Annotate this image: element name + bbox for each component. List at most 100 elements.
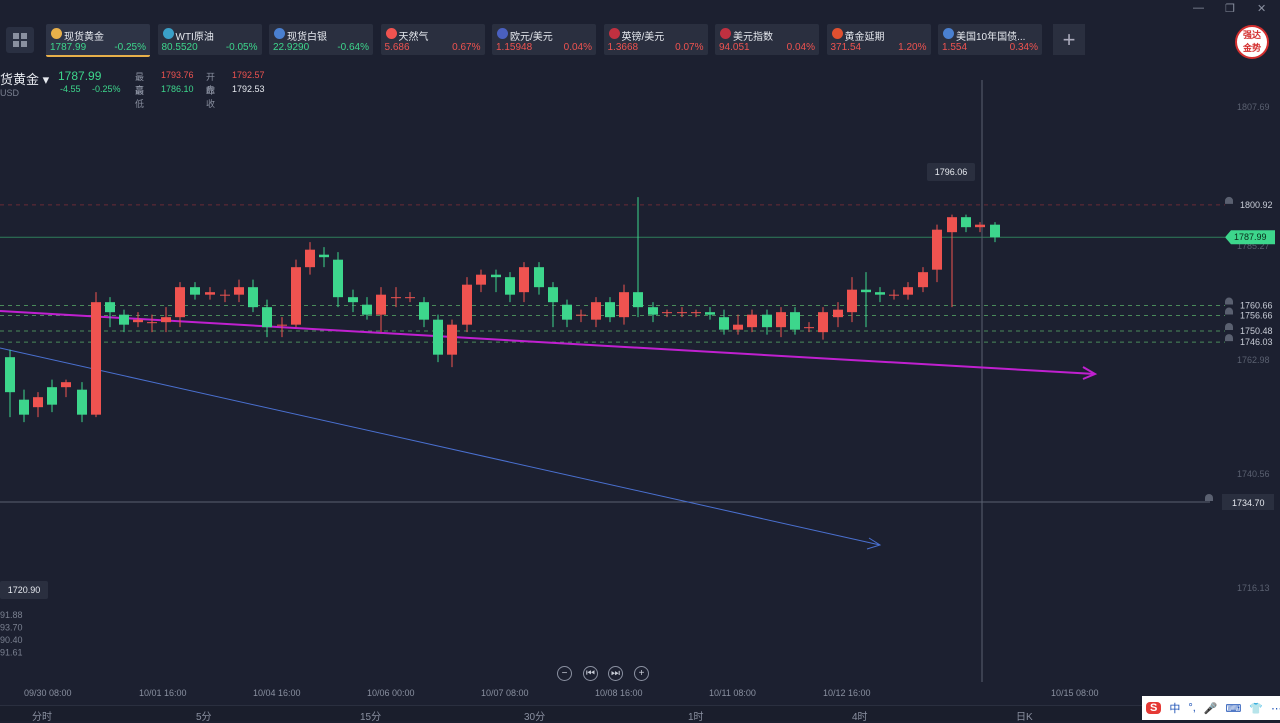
zoom-out-button[interactable]: − [557, 666, 572, 681]
scroll-start-button[interactable]: ⏮ [583, 666, 598, 681]
crosshair-price-bg [1222, 494, 1274, 510]
candle-body [776, 312, 786, 328]
candle-body [333, 259, 343, 298]
ticker-tab[interactable]: 现货白银 22.9290 -0.64% [269, 24, 373, 55]
restore-button[interactable]: ❐ [1225, 3, 1235, 15]
candle-body [433, 319, 443, 355]
ticker-tab[interactable]: 美元指数 94.051 0.04% [715, 24, 819, 55]
candle-body [262, 307, 272, 328]
left-edge-value: 93.70 [0, 623, 23, 633]
ticker-name: 现货白银 [287, 32, 327, 43]
skin-icon[interactable]: 👕 [1249, 702, 1264, 715]
ticker-icon [943, 28, 954, 39]
candle-body [5, 357, 15, 393]
candle-body [77, 389, 87, 415]
ticker-tab[interactable]: 黄金延期 371.54 1.20% [826, 24, 931, 55]
bell-icon [1225, 322, 1233, 330]
candle-body [248, 287, 258, 308]
minimize-button[interactable]: — [1193, 2, 1204, 14]
crosshair-price-label: 1734.70 [1232, 498, 1265, 508]
candle-body [961, 217, 971, 228]
ticker-change: -0.64% [337, 42, 369, 53]
candle-body [861, 289, 871, 293]
ticker-change: 0.67% [452, 42, 481, 53]
candle-body [61, 382, 71, 388]
period-tab[interactable]: 4时 [852, 712, 868, 723]
symbol-name[interactable]: 货黄金 ▾ [0, 72, 50, 87]
ticker-icon [162, 28, 174, 39]
high-label: 最高 [135, 72, 145, 95]
candle-body [591, 302, 601, 320]
symbol-change: -4.55 [60, 84, 81, 94]
open-label: 开盘 [206, 72, 216, 95]
keyboard-icon[interactable]: ⌨ [1225, 702, 1242, 715]
x-axis-label: 10/08 16:00 [595, 688, 643, 698]
candle-body [175, 287, 185, 318]
ticker-tab[interactable]: 英镑/美元 1.3668 0.07% [603, 24, 708, 55]
crosshair-bell-icon [1205, 494, 1213, 501]
more-icon[interactable]: ⋯ [1271, 702, 1280, 715]
ticker-change: 0.04% [786, 42, 815, 53]
grid-icon [13, 33, 27, 47]
candle-body [291, 267, 301, 325]
alert-price-bg [1237, 335, 1279, 350]
period-bar: 分时 5分 15分 30分 1时 4时 日K [0, 705, 1280, 723]
alert-price-label: 1760.66 [1240, 301, 1273, 311]
candle-body [376, 294, 386, 315]
period-tab[interactable]: 日K [1016, 712, 1033, 723]
ticker-price: 371.54 [830, 42, 862, 53]
trend-arrow-magenta [1082, 366, 1098, 380]
trend-line-magenta [0, 310, 1096, 375]
candle-body [147, 322, 157, 324]
ticker-tab[interactable]: 天然气 5.686 0.67% [380, 24, 485, 55]
top-toolbar: — ❐ ✕ 现货黄金 1787.99 -0.25% WTI原油 80.5520 -0.05… [0, 0, 1280, 62]
alert-price-bg [1237, 308, 1279, 323]
ticker-tab[interactable]: 现货黄金 1787.99 -0.25% [46, 24, 150, 57]
zoom-in-button[interactable]: + [634, 666, 649, 681]
period-tab[interactable]: 15分 [360, 712, 382, 723]
low-value: 1786.10 [161, 84, 194, 94]
ticker-name: WTI原油 [175, 32, 214, 43]
close-button[interactable]: ✕ [1257, 3, 1267, 15]
symbol-change-pct: -0.25% [92, 84, 121, 94]
candle-body [362, 304, 372, 315]
period-tab[interactable]: 5分 [196, 712, 212, 723]
x-axis-label: 10/07 08:00 [481, 688, 529, 698]
ticker-change: 0.04% [563, 42, 592, 53]
ticker-icon [720, 28, 731, 39]
ticker-tab[interactable]: 美国10年国债... 1.554 0.34% [938, 24, 1042, 55]
ticker-change: -0.25% [114, 42, 146, 53]
candle-body [847, 289, 857, 313]
candle-body [220, 294, 230, 296]
alert-price-bg [1237, 323, 1279, 338]
ticker-price: 5.686 [384, 42, 410, 53]
period-tab[interactable]: 1时 [688, 712, 704, 723]
candle-body [733, 324, 743, 330]
ticker-icon [497, 28, 508, 39]
candle-body [889, 294, 899, 296]
ime-mode[interactable]: 中 [1169, 703, 1181, 715]
candle-body [918, 272, 928, 288]
sogou-icon[interactable]: S [1146, 702, 1162, 714]
scroll-end-button[interactable]: ⏭ [608, 666, 623, 681]
period-tab[interactable]: 分时 [32, 712, 52, 723]
period-tab[interactable]: 30分 [524, 712, 546, 723]
candle-body [762, 314, 772, 328]
mic-icon[interactable]: 🎤 [1203, 702, 1218, 715]
y-axis-label: 1785.27 [1237, 241, 1270, 251]
candle-body [519, 267, 529, 293]
grid-menu-button[interactable] [6, 27, 34, 53]
ticker-name: 黄金延期 [844, 32, 885, 43]
x-axis-label: 10/01 16:00 [139, 688, 187, 698]
x-axis-label: 10/11 08:00 [709, 688, 756, 698]
candle-body [19, 399, 29, 415]
add-ticker-button[interactable]: + [1053, 24, 1085, 55]
ticker-change: 0.34% [1009, 42, 1038, 53]
left-edge-value: 91.88 [0, 610, 23, 620]
ticker-tab[interactable]: 欧元/美元 1.15948 0.04% [492, 24, 596, 55]
bell-icon [1225, 297, 1233, 305]
ticker-tab[interactable]: WTI原油 80.5520 -0.05% [157, 24, 262, 55]
punct-icon[interactable]: °, [1188, 702, 1196, 714]
alert-price-bg [1237, 197, 1279, 212]
